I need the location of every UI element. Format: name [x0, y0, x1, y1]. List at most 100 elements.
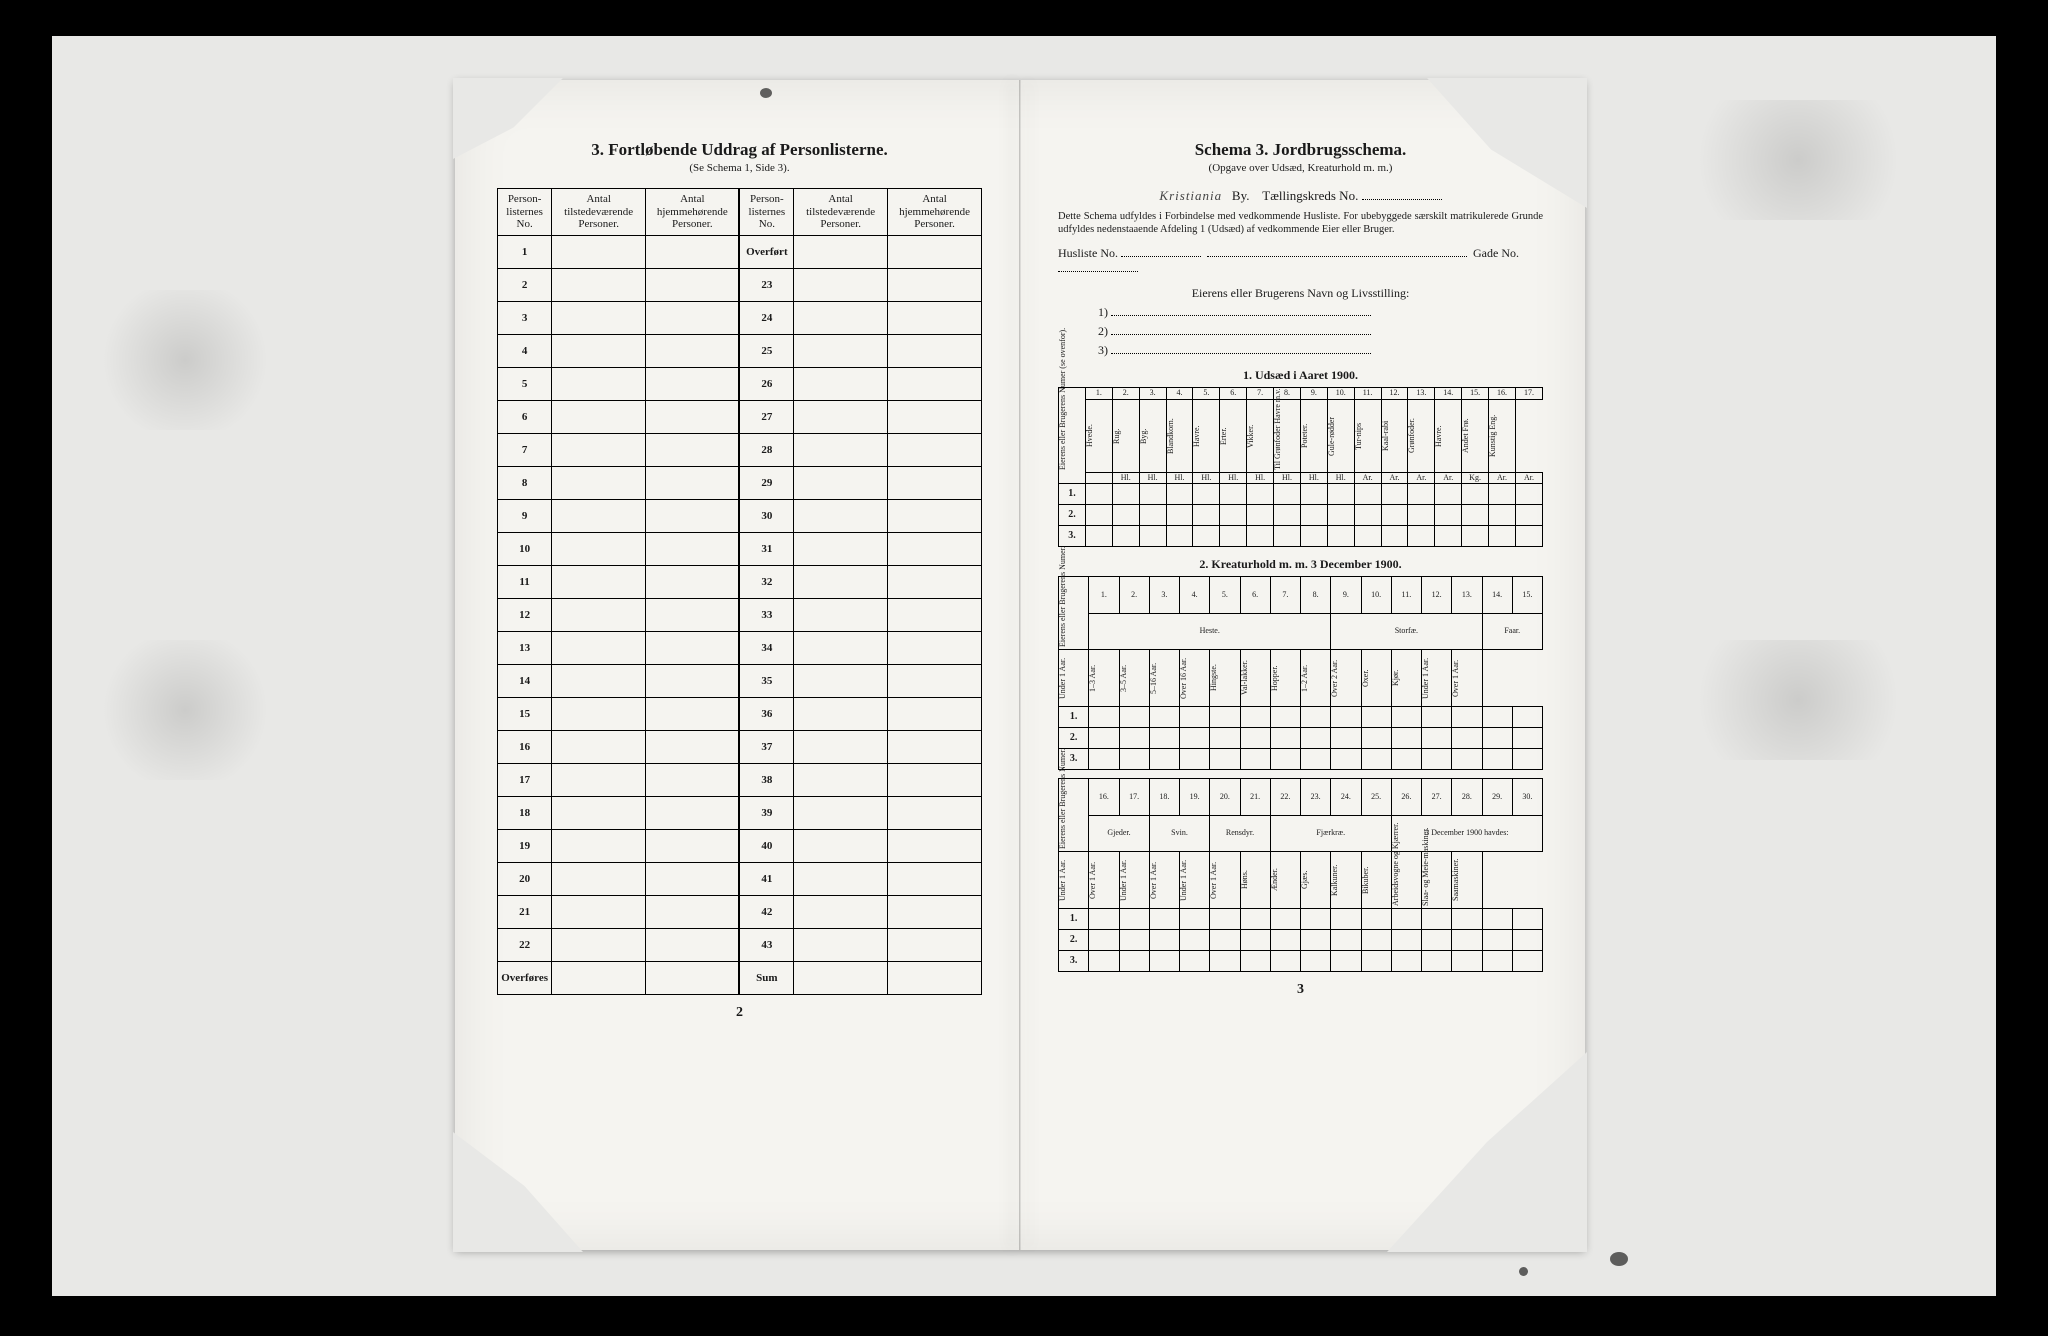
blank-field	[1121, 246, 1201, 257]
cell	[552, 862, 646, 895]
row-number: 42	[739, 895, 793, 928]
cell	[552, 565, 646, 598]
col-num: 21.	[1240, 779, 1270, 816]
row-number: 40	[739, 829, 793, 862]
cell	[794, 796, 888, 829]
row-number: 1.	[1059, 909, 1089, 930]
section2b-table: Eierens eller Brugerens Numer.16.17.18.1…	[1058, 778, 1543, 972]
cell	[888, 862, 982, 895]
col-header: Hopper.	[1271, 651, 1279, 705]
cell	[552, 730, 646, 763]
col-num: 3.	[1149, 577, 1179, 614]
col-num: 4.	[1180, 577, 1210, 614]
cell	[794, 565, 888, 598]
col-num: 13.	[1452, 577, 1482, 614]
cell	[1112, 505, 1139, 526]
cell	[888, 796, 982, 829]
cell	[1331, 749, 1361, 770]
col-header: Under 1 Aar.	[1059, 651, 1067, 705]
row-number: 21	[498, 895, 552, 928]
cell	[646, 598, 740, 631]
col-header: Antal hjemmehørende Personer.	[646, 189, 740, 236]
cell	[794, 400, 888, 433]
row-number: 9	[498, 499, 552, 532]
cell	[1327, 505, 1354, 526]
cell	[1462, 505, 1489, 526]
cell	[646, 235, 740, 268]
col-num: 29.	[1482, 779, 1512, 816]
cell	[888, 598, 982, 631]
cell	[888, 268, 982, 301]
col-num: 23.	[1301, 779, 1331, 816]
cell	[1112, 526, 1139, 547]
cell	[1180, 707, 1210, 728]
col-num: 30.	[1512, 779, 1542, 816]
cell	[552, 499, 646, 532]
col-header: Slaa- og Meie-maskiner.	[1422, 853, 1430, 907]
cell	[646, 961, 740, 994]
cell	[552, 796, 646, 829]
cell	[646, 400, 740, 433]
cell	[888, 664, 982, 697]
cell	[1193, 505, 1220, 526]
col-num: 17.	[1119, 779, 1149, 816]
row-number: 3.	[1059, 951, 1089, 972]
row-number: 12	[498, 598, 552, 631]
cell	[1240, 930, 1270, 951]
cell	[1462, 526, 1489, 547]
blank-field	[1362, 189, 1442, 200]
cell	[1435, 484, 1462, 505]
col-group: Svin.	[1149, 815, 1210, 852]
cell	[1119, 749, 1149, 770]
col-header: 5–16 Aar.	[1150, 651, 1158, 705]
col-header: Kaal-rabi	[1382, 401, 1390, 471]
col-header: 1–2 Aar.	[1301, 651, 1309, 705]
cell	[1512, 749, 1542, 770]
unit: Ar.	[1435, 472, 1462, 483]
cell	[1270, 707, 1300, 728]
cell	[552, 697, 646, 730]
cell	[888, 565, 982, 598]
col-group: Faar.	[1482, 613, 1543, 650]
unit: Hl.	[1166, 472, 1193, 483]
cell	[552, 532, 646, 565]
cell	[1452, 930, 1482, 951]
cell	[1301, 707, 1331, 728]
row-number: 29	[739, 466, 793, 499]
row-number: 22	[498, 928, 552, 961]
col-header: Ænder.	[1271, 853, 1279, 907]
col-num: 4.	[1166, 388, 1193, 399]
cell	[1422, 749, 1452, 770]
col-header: Saamaskiner.	[1452, 853, 1460, 907]
row-number: 2.	[1059, 505, 1086, 526]
col-num: 3.	[1139, 388, 1166, 399]
cell	[1149, 728, 1179, 749]
cell	[794, 334, 888, 367]
row-number: 6	[498, 400, 552, 433]
row-number: 13	[498, 631, 552, 664]
cell	[1354, 484, 1381, 505]
unit: Hl.	[1274, 472, 1301, 483]
col-num: 9.	[1331, 577, 1361, 614]
cell	[888, 301, 982, 334]
cell	[794, 961, 888, 994]
col-num: 5.	[1193, 388, 1220, 399]
cell	[1361, 707, 1391, 728]
row-number: 30	[739, 499, 793, 532]
cell	[646, 763, 740, 796]
by-label: By.	[1232, 188, 1250, 203]
cell	[1085, 526, 1112, 547]
intro-text: Dette Schema udfyldes i Forbindelse med …	[1058, 210, 1543, 236]
cell	[794, 532, 888, 565]
row-number: 20	[498, 862, 552, 895]
cell	[1515, 526, 1542, 547]
cell	[1149, 749, 1179, 770]
dust-spot	[1610, 1252, 1628, 1266]
dust-spot	[760, 88, 772, 98]
cell	[646, 796, 740, 829]
col-num: 18.	[1149, 779, 1179, 816]
owner-line-num: 1)	[1098, 305, 1108, 319]
cell	[794, 301, 888, 334]
cell	[1452, 707, 1482, 728]
smudge	[1668, 100, 1928, 220]
